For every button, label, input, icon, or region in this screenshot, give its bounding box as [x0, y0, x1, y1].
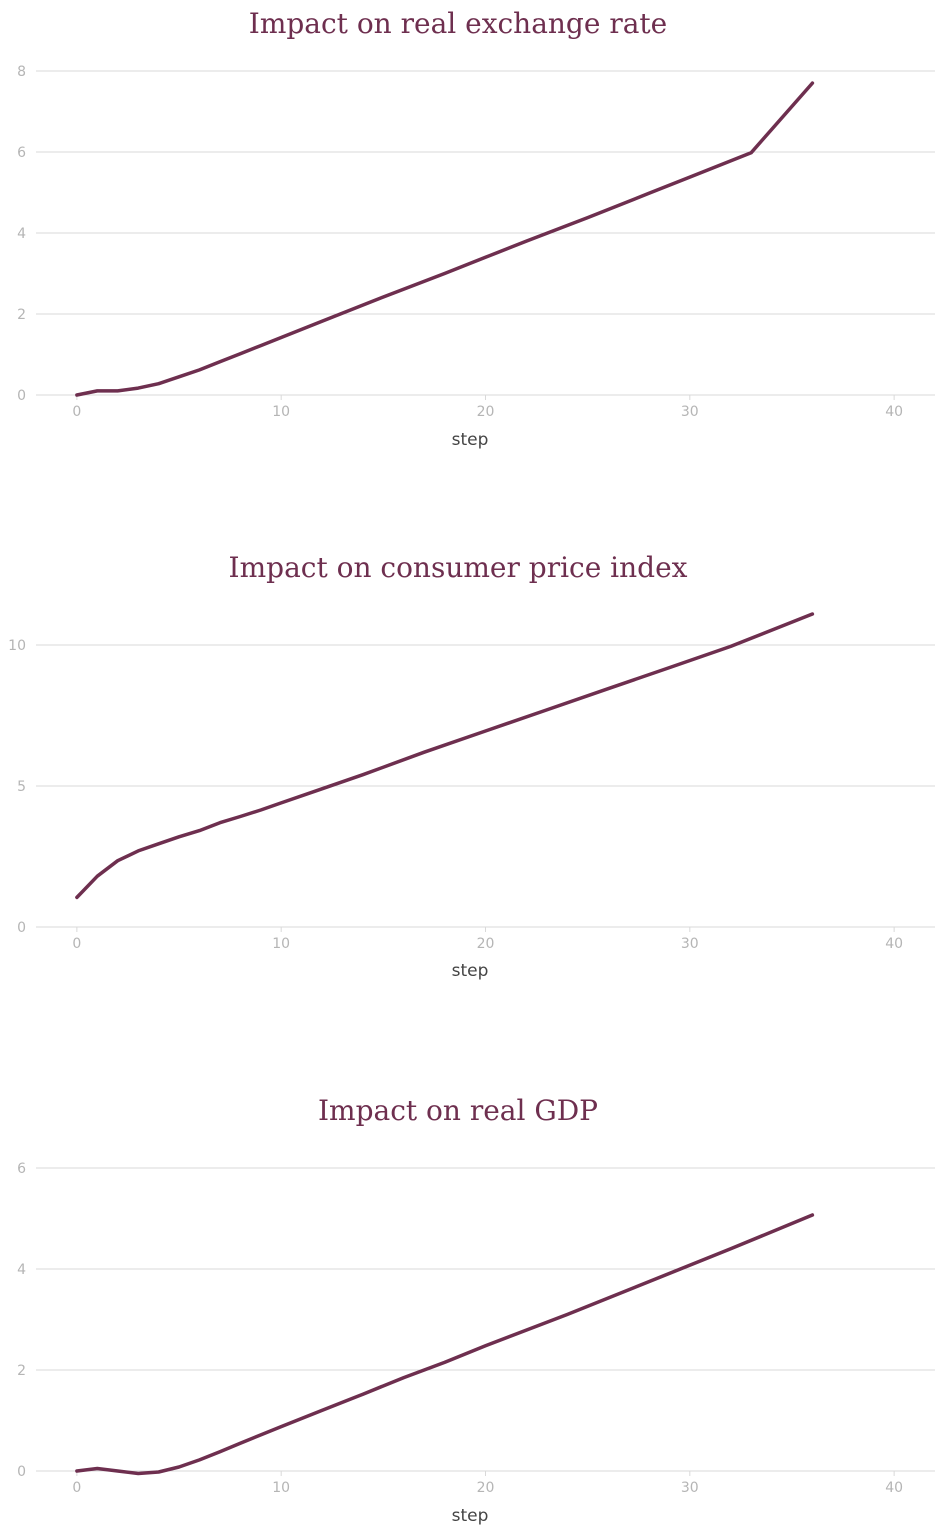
y-tick-label-5-consumer-price-index: 5	[17, 779, 26, 795]
y-tick-label-10-consumer-price-index: 10	[8, 638, 26, 654]
chart-title-real-gdp: Impact on real GDP	[318, 1094, 598, 1127]
x-tick-label-30-exchange-rate: 30	[681, 404, 699, 420]
x-tick-label-40-exchange-rate: 40	[885, 404, 903, 420]
y-tick-label-2-real-gdp: 2	[17, 1363, 26, 1379]
series-line-exchange-rate	[75, 81, 815, 397]
chart-title-exchange-rate: Impact on real exchange rate	[249, 7, 667, 40]
x-tick-label-40-consumer-price-index: 40	[885, 936, 903, 952]
series-line-consumer-price-index	[75, 612, 815, 900]
x-tick-label-10-consumer-price-index: 10	[272, 936, 290, 952]
chart-panel-real-gdp: Impact on real GDP step 0 2 4 6 0 10 20 30 40	[17, 1094, 935, 1526]
chart-panel-exchange-rate: Impact on real exchange rate step 0 2 4 6 8 0…	[17, 7, 935, 450]
x-tick-label-20-exchange-rate: 20	[477, 404, 495, 420]
x-tick-label-0-consumer-price-index: 0	[72, 936, 81, 952]
y-tick-label-4-real-gdp: 4	[17, 1262, 26, 1278]
x-axis-label-consumer-price-index: step	[452, 961, 489, 981]
y-tick-label-6-real-gdp: 6	[17, 1161, 26, 1177]
x-tick-label-10-real-gdp: 10	[272, 1480, 290, 1496]
x-tick-label-0-exchange-rate: 0	[72, 404, 81, 420]
series-line-real-gdp	[75, 1213, 815, 1476]
y-tick-label-2-exchange-rate: 2	[17, 307, 26, 323]
y-tick-label-0-consumer-price-index: 0	[17, 920, 26, 936]
y-tick-label-0-real-gdp: 0	[17, 1464, 26, 1480]
chart-panel-consumer-price-index: Impact on consumer price index step 0 5 10…	[8, 551, 935, 981]
x-tick-label-40-real-gdp: 40	[885, 1480, 903, 1496]
x-tick-label-0-real-gdp: 0	[72, 1480, 81, 1496]
x-tick-label-20-real-gdp: 20	[477, 1480, 495, 1496]
x-tick-label-30-real-gdp: 30	[681, 1480, 699, 1496]
y-tick-label-8-exchange-rate: 8	[17, 64, 26, 80]
y-tick-label-6-exchange-rate: 6	[17, 145, 26, 161]
x-axis-label-exchange-rate: step	[452, 430, 489, 450]
chart-title-consumer-price-index: Impact on consumer price index	[229, 551, 688, 584]
x-axis-label-real-gdp: step	[452, 1506, 489, 1526]
y-tick-label-0-exchange-rate: 0	[17, 388, 26, 404]
y-tick-label-4-exchange-rate: 4	[17, 226, 26, 242]
x-tick-label-20-consumer-price-index: 20	[477, 936, 495, 952]
x-tick-label-30-consumer-price-index: 30	[681, 936, 699, 952]
x-tick-label-10-exchange-rate: 10	[272, 404, 290, 420]
